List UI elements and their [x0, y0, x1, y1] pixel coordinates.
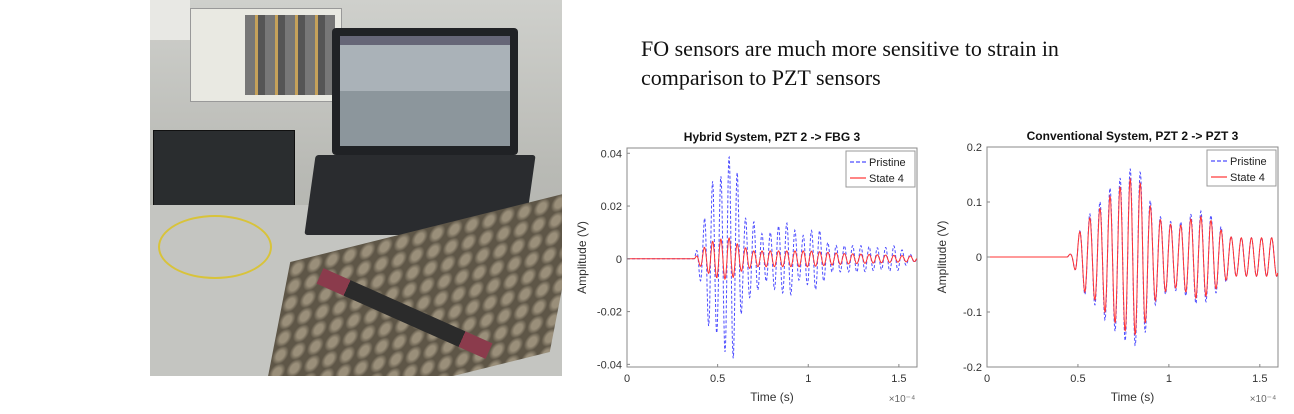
wall-socket [150, 0, 190, 40]
x-tick-label: 0 [984, 373, 990, 385]
conventional-system-chart: 0 0.5 1 1.5 0.2 0.1 0 -0.1 -0.2 Conventional Syst… [935, 129, 1279, 405]
x-tick-label: 1.5 [891, 373, 906, 385]
y-tick-label: -0.2 [963, 362, 982, 374]
x-tick-label: 0.5 [1070, 373, 1085, 385]
legend [1206, 149, 1277, 187]
x-tick-label: 1 [805, 373, 811, 385]
hybrid-system-chart: 0 0.5 1 1.5 0.04 0.02 0 -0.02 -0.04 Hybrid System… [575, 130, 918, 405]
y-tick-label: 0.1 [967, 197, 982, 209]
y-tick-label: 0 [616, 254, 622, 266]
x-axis-label: Time (s) [750, 390, 794, 404]
legend-label: State 4 [869, 173, 904, 185]
y-tick-label: 0.02 [601, 201, 622, 213]
legend-label: State 4 [1230, 172, 1265, 184]
x-tick-label: 0.5 [710, 373, 725, 385]
lab-setup-photo [150, 0, 562, 376]
series-line-state-4 [627, 237, 918, 281]
chart-title: Conventional System, PZT 2 -> PZT 3 [1027, 129, 1239, 143]
legend [845, 150, 916, 188]
x-multiplier-label: ×10⁻⁴ [889, 394, 916, 405]
y-tick-label: -0.02 [597, 307, 622, 319]
x-axis-label: Time (s) [1111, 390, 1155, 404]
series-line-state-4 [987, 177, 1279, 336]
headline: FO sensors are much more sensitive to st… [641, 34, 1201, 92]
daq-modules [245, 15, 335, 95]
y-tick-label: 0.2 [967, 142, 982, 154]
x-multiplier-label: ×10⁻⁴ [1250, 394, 1277, 405]
fibre-optic-cable [158, 215, 272, 279]
y-tick-label: 0 [976, 252, 982, 264]
y-axis-label: Amplitude (V) [935, 221, 949, 294]
legend-label: Pristine [1230, 156, 1267, 168]
y-tick-label: -0.1 [963, 307, 982, 319]
laptop-display [340, 36, 510, 146]
x-tick-label: 1.5 [1252, 373, 1267, 385]
legend-label: Pristine [869, 157, 906, 169]
series-line-pristine [627, 155, 918, 359]
x-tick-label: 0 [624, 373, 630, 385]
y-tick-label: -0.04 [597, 359, 622, 371]
headline-line-1: FO sensors are much more sensitive to st… [641, 36, 1059, 61]
instrument-box [153, 130, 295, 207]
chart-title: Hybrid System, PZT 2 -> FBG 3 [684, 130, 861, 144]
y-tick-label: 0.04 [601, 148, 622, 160]
y-axis-label: Amplitude (V) [575, 221, 589, 294]
x-tick-label: 1 [1166, 373, 1172, 385]
headline-line-2: comparison to PZT sensors [641, 65, 881, 90]
